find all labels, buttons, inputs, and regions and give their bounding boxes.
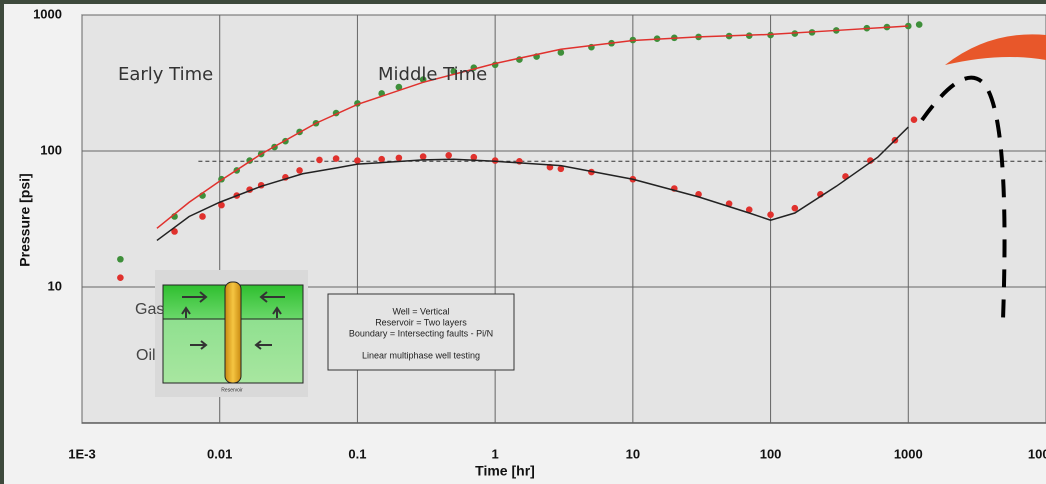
data-point — [745, 206, 753, 214]
decor-swoosh — [945, 34, 1046, 65]
data-point — [470, 153, 478, 161]
data-point — [378, 155, 385, 163]
data-point — [395, 154, 403, 162]
data-point — [910, 116, 918, 123]
x-tick-label: 10 — [626, 446, 640, 461]
data-point — [199, 213, 206, 220]
data-point — [767, 211, 774, 219]
data-point — [915, 21, 923, 28]
x-axis-label: Time [hr] — [475, 463, 535, 479]
data-point — [450, 68, 457, 75]
data-point — [171, 228, 178, 235]
info-line: Linear multiphase well testing — [362, 350, 480, 360]
annotation: Middle Time — [378, 64, 487, 85]
data-point — [395, 83, 403, 91]
data-point — [445, 151, 452, 159]
inset-caption: Reservoir — [221, 387, 243, 393]
data-point — [419, 153, 427, 160]
data-point — [557, 165, 565, 173]
info-line: Boundary = Intersecting faults - Pi/N — [349, 328, 493, 338]
well — [224, 281, 242, 384]
flow-arrows — [181, 291, 285, 350]
layer-label: Gas — [135, 301, 164, 318]
x-tick-label: 1E-3 — [68, 446, 95, 461]
x-tick-label: 1 — [492, 446, 499, 461]
data-point — [332, 155, 340, 162]
y-tick-label: 1000 — [33, 6, 62, 21]
info-line: Reservoir = Two layers — [375, 317, 467, 327]
data-point — [791, 204, 799, 212]
info-line: Well = Vertical — [392, 306, 449, 316]
y-tick-label: 10 — [48, 278, 62, 293]
x-tick-label: 100 — [760, 446, 782, 461]
data-point — [296, 167, 303, 174]
x-tick-label: 0.01 — [207, 446, 232, 461]
data-point — [218, 201, 225, 209]
x-tick-label: 0.1 — [348, 446, 366, 461]
info-box — [327, 293, 515, 371]
inset: Gas Oil Reservoir — [135, 270, 308, 397]
model-line — [156, 126, 909, 242]
data-point — [117, 274, 124, 282]
annotation: Early Time — [118, 64, 213, 85]
data-point — [354, 157, 361, 164]
layer-label: Oil — [136, 347, 156, 364]
y-tick-label: 100 — [40, 142, 62, 157]
data-point — [557, 49, 565, 56]
extrapolation-curve — [920, 75, 1007, 321]
data-point — [867, 157, 874, 164]
x-tick-label: 10000 — [1028, 446, 1046, 461]
x-tick-label: 1000 — [894, 446, 923, 461]
y-axis-label: Pressure [psi] — [17, 173, 33, 266]
data-point — [117, 255, 124, 263]
model-line — [156, 25, 909, 229]
data-point — [316, 156, 323, 164]
